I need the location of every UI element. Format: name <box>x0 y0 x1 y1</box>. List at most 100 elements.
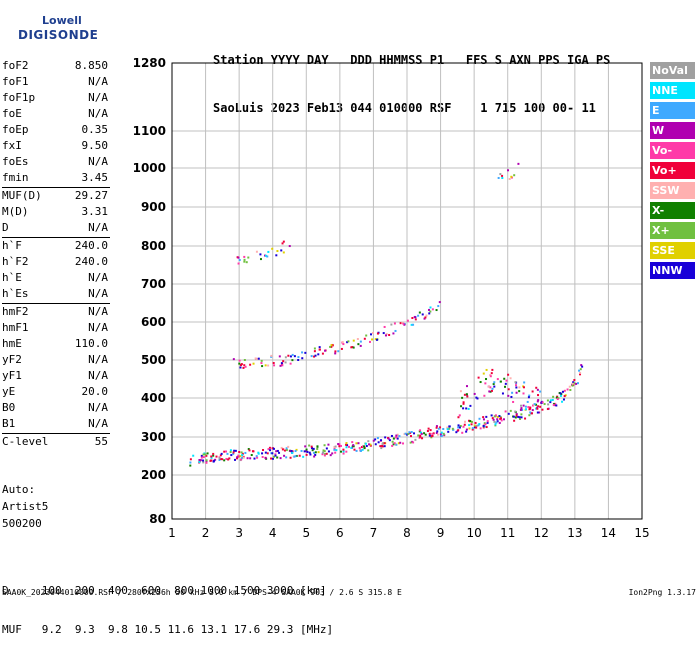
echo-point <box>279 364 282 367</box>
echo-point <box>313 347 316 350</box>
echo-point <box>189 458 192 461</box>
echo-point <box>473 424 476 427</box>
echo-point <box>278 451 281 454</box>
echo-point <box>384 334 387 337</box>
echo-point <box>504 382 507 385</box>
echo-point <box>413 315 416 318</box>
echo-point <box>518 416 521 419</box>
echo-point <box>291 353 294 356</box>
x-tick-label: 14 <box>601 526 616 540</box>
echo-point <box>331 452 334 455</box>
echo-point <box>297 356 300 359</box>
echo-point <box>448 425 451 428</box>
echo-point <box>259 258 262 261</box>
echo-point <box>410 323 413 326</box>
echo-point <box>468 427 471 430</box>
echo-point <box>551 398 554 401</box>
echo-point <box>316 445 319 448</box>
x-tick-labels: 1 2 3 4 5 6 7 8 9 10 11 12 13 14 15 <box>168 526 649 540</box>
echo-point <box>238 359 241 362</box>
echo-point <box>468 419 471 422</box>
echo-point <box>322 451 325 454</box>
echo-point <box>494 423 497 426</box>
param-row-he: h`E N/A <box>2 270 110 286</box>
echo-point <box>205 459 208 462</box>
param-row-md: M(D) 3.31 <box>2 204 110 220</box>
echo-point <box>487 385 490 388</box>
x-tick-label: 5 <box>302 526 310 540</box>
echo-point <box>524 408 527 411</box>
echo-point <box>342 343 345 346</box>
echo-point <box>340 347 343 350</box>
echo-point <box>537 394 540 397</box>
echo-point <box>371 331 374 334</box>
echo-point <box>313 455 316 458</box>
echo-point <box>311 447 314 450</box>
echo-point <box>539 405 542 408</box>
param-value: N/A <box>88 305 108 318</box>
echo-point <box>507 169 510 172</box>
echo-point <box>240 458 243 461</box>
echo-point <box>275 450 278 453</box>
echo-point <box>353 448 356 451</box>
echo-point <box>513 419 516 422</box>
echo-point <box>283 454 286 457</box>
param-row-foe: foE N/A <box>2 106 110 122</box>
echo-point <box>363 447 366 450</box>
echo-point <box>293 455 296 458</box>
echo-point <box>327 443 330 446</box>
echo-point <box>412 323 415 326</box>
echo-point <box>267 364 270 367</box>
echo-point <box>446 428 449 431</box>
plot-frame <box>171 62 643 520</box>
echo-point <box>281 448 284 451</box>
echo-point <box>381 442 384 445</box>
param-value: N/A <box>88 369 108 382</box>
echo-point <box>257 357 260 360</box>
param-name: yE <box>2 385 16 398</box>
echo-point <box>232 358 235 361</box>
echo-point <box>270 354 273 357</box>
echo-point <box>482 372 485 375</box>
echo-point <box>496 378 499 381</box>
echo-point <box>243 255 246 258</box>
echo-point <box>370 333 373 336</box>
echo-point <box>335 449 338 452</box>
echo-point <box>234 449 237 452</box>
echo-point <box>499 416 502 419</box>
legend-item-nne: NNE <box>650 82 695 99</box>
param-row-hes: h`Es N/A <box>2 286 110 302</box>
echo-point <box>256 358 259 361</box>
y-tick-label: 1280 <box>133 56 166 70</box>
param-value: 55 <box>94 435 108 448</box>
legend-item-vo: Vo- <box>650 142 695 159</box>
echo-point <box>224 450 227 453</box>
ionogram-chart: 1 2 3 4 5 6 7 8 9 10 11 12 13 14 15 802003004005006007… <box>133 56 650 540</box>
param-separator <box>2 433 110 434</box>
echo-point <box>198 461 201 464</box>
echo-point <box>358 447 361 450</box>
echo-point <box>462 402 465 405</box>
echo-point <box>425 314 428 317</box>
param-name: h`F <box>2 239 22 252</box>
echo-point <box>457 429 460 432</box>
echo-point <box>462 407 465 410</box>
echo-point <box>474 426 477 429</box>
echo-point <box>437 305 440 308</box>
param-value: 240.0 <box>74 239 108 252</box>
echo-point <box>233 458 236 461</box>
param-value: 0.35 <box>81 123 109 136</box>
echo-point <box>252 450 255 453</box>
param-row-clevel: C-level 55 <box>2 434 110 450</box>
echo-point <box>352 339 355 342</box>
echo-point <box>417 434 420 437</box>
echo-point <box>426 429 429 432</box>
echo-point <box>395 443 398 446</box>
echo-point <box>561 400 564 403</box>
param-value: 3.31 <box>81 205 109 218</box>
echo-point <box>402 442 405 445</box>
echo-point <box>418 311 421 314</box>
echo-point <box>430 435 433 438</box>
echo-point <box>465 428 468 431</box>
echo-point <box>399 322 402 325</box>
